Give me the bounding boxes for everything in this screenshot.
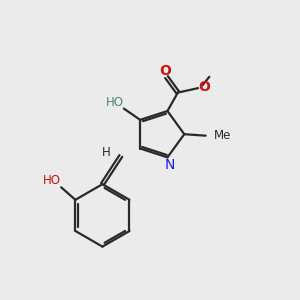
Text: HO: HO [43,174,61,187]
Text: Me: Me [214,129,231,142]
Text: H: H [102,146,110,160]
Text: O: O [160,64,172,78]
Text: HO: HO [106,95,124,109]
Text: N: N [165,158,175,172]
Text: O: O [198,80,210,94]
